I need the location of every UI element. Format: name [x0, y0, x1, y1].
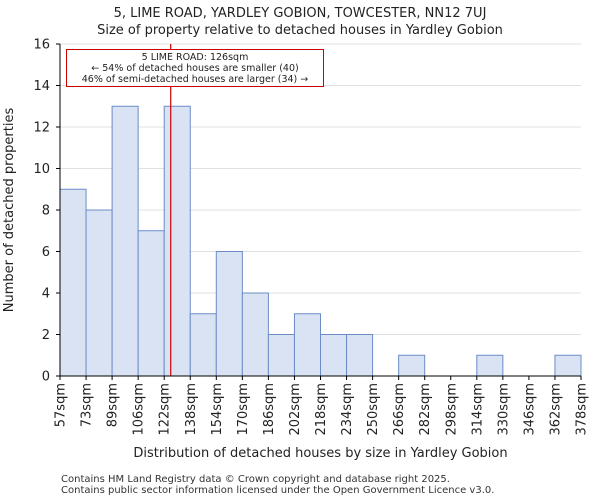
y-tick-label: 6: [42, 245, 50, 260]
histogram-bar: [111, 105, 139, 377]
chart-subtitle: Size of property relative to detached ho…: [97, 23, 503, 38]
x-tick-label: 202sqm: [288, 383, 303, 436]
attribution-footer: Contains HM Land Registry data © Crown c…: [61, 474, 494, 496]
histogram-bar: [163, 105, 191, 377]
y-tick-label: 2: [42, 328, 50, 343]
chart-title: 5, LIME ROAD, YARDLEY GOBION, TOWCESTER,…: [113, 6, 487, 21]
histogram-bar: [189, 313, 217, 377]
annotation-line-2: ← 54% of detached houses are smaller (40…: [91, 63, 299, 74]
x-tick-label: 218sqm: [314, 383, 329, 436]
histogram-bar: [476, 354, 504, 377]
y-tick-label: 16: [33, 38, 50, 53]
x-tick-label: 73sqm: [80, 383, 95, 427]
y-axis-label: Number of detached properties: [2, 108, 17, 313]
histogram-bar: [59, 188, 87, 377]
x-tick-label: 154sqm: [210, 383, 225, 436]
y-tick-label: 8: [42, 204, 50, 219]
footer-line-1: Contains HM Land Registry data © Crown c…: [61, 474, 450, 485]
x-tick-label: 234sqm: [340, 383, 355, 436]
x-tick-label: 186sqm: [262, 383, 277, 436]
histogram-bar: [346, 334, 374, 377]
y-tick-label: 14: [33, 79, 50, 94]
y-tick-label: 0: [42, 370, 50, 385]
histogram-bar: [398, 354, 426, 377]
histogram-bar: [293, 313, 322, 377]
y-tick-label: 12: [33, 121, 50, 136]
x-tick-label: 282sqm: [418, 383, 433, 436]
x-tick-label: 378sqm: [575, 383, 590, 436]
x-tick-label: 266sqm: [392, 383, 407, 436]
x-tick-label: 314sqm: [470, 383, 485, 436]
histogram-bar: [554, 354, 582, 377]
x-tick-label: 362sqm: [548, 383, 563, 436]
histogram-bar: [267, 334, 295, 377]
property-annotation-box: 5 LIME ROAD: 126sqm ← 54% of detached ho…: [66, 49, 324, 87]
x-tick-label: 346sqm: [522, 383, 537, 436]
histogram-bar: [137, 230, 165, 377]
x-tick-label: 330sqm: [496, 383, 511, 436]
annotation-line-1: 5 LIME ROAD: 126sqm: [141, 52, 249, 63]
histogram-bar: [85, 209, 113, 377]
x-tick-label: 89sqm: [106, 383, 121, 427]
x-axis-label: Distribution of detached houses by size …: [133, 446, 507, 461]
histogram-bar: [215, 251, 243, 377]
x-tick-label: 170sqm: [236, 383, 251, 436]
x-tick-label: 106sqm: [132, 383, 147, 436]
x-tick-label: 298sqm: [444, 383, 459, 436]
x-tick-label: 122sqm: [158, 383, 173, 436]
x-tick-label: 138sqm: [184, 383, 199, 436]
x-tick-label: 250sqm: [366, 383, 381, 436]
histogram-bar: [320, 334, 348, 377]
y-tick-label: 10: [33, 162, 50, 177]
annotation-line-3: 46% of semi-detached houses are larger (…: [81, 74, 309, 85]
x-tick-label: 57sqm: [54, 383, 69, 427]
footer-line-2: Contains public sector information licen…: [61, 485, 495, 496]
histogram-bar: [241, 292, 269, 377]
y-tick-label: 4: [42, 287, 50, 302]
